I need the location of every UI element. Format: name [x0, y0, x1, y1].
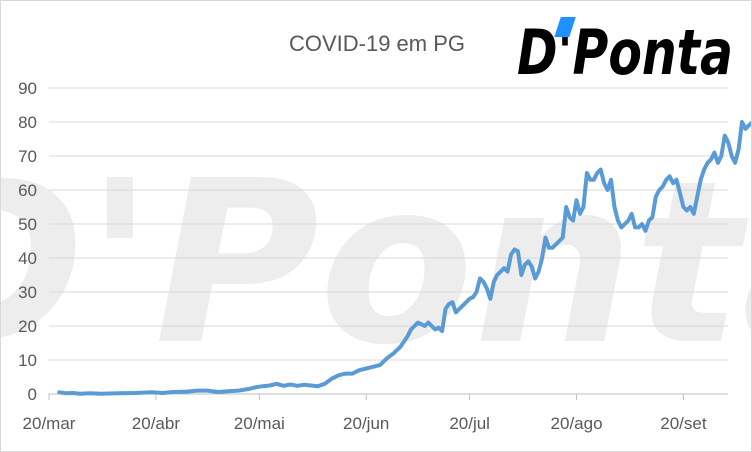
- logo-text: D'Ponta: [517, 16, 733, 89]
- x-tick-label: 20/mar: [23, 414, 76, 433]
- y-tick-label: 30: [18, 283, 37, 302]
- series-layer: [57, 120, 751, 396]
- x-tick-label: 20/set: [660, 414, 707, 433]
- grid: [49, 87, 728, 395]
- y-tick-label: 70: [18, 147, 37, 166]
- chart-title: COVID-19 em PG: [289, 31, 465, 56]
- watermark: D'Ponta: [1, 133, 751, 395]
- logo-background: [515, 14, 737, 80]
- y-tick-label: 10: [18, 351, 37, 370]
- y-tick-label: 40: [18, 249, 37, 268]
- logo-accent-mark: [554, 17, 576, 37]
- y-tick-label: 90: [18, 79, 37, 98]
- series-line: [57, 120, 751, 396]
- watermark-text: D'Ponta: [1, 133, 751, 395]
- y-axis-ticks: 0 10 20 30 40 50 60 70 80 90: [18, 79, 37, 404]
- x-tick-label: 20/jul: [449, 414, 490, 433]
- logo: D'Ponta: [515, 14, 737, 89]
- y-tick-label: 20: [18, 317, 37, 336]
- x-tick-label: 20/abr: [132, 414, 181, 433]
- x-axis-ticks: 20/mar 20/abr 20/mai 20/jun 20/jul 20/ago 20/s…: [23, 394, 707, 433]
- x-tick-label: 20/ago: [551, 414, 603, 433]
- y-tick-label: 80: [18, 113, 37, 132]
- y-tick-label: 50: [18, 215, 37, 234]
- y-tick-label: 0: [28, 385, 37, 404]
- y-tick-label: 60: [18, 181, 37, 200]
- x-tick-label: 20/mai: [234, 414, 285, 433]
- x-tick-label: 20/jun: [343, 414, 389, 433]
